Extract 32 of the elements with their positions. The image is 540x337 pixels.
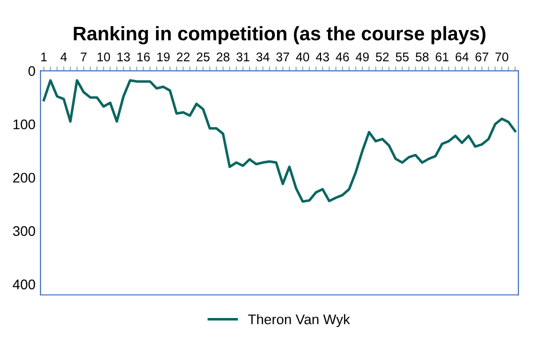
x-tick-label: 55 xyxy=(396,52,409,62)
x-tick-label: 46 xyxy=(336,52,349,62)
x-tick-label: 67 xyxy=(476,52,488,62)
x-tick-label: 34 xyxy=(256,52,270,62)
x-tick-label: 13 xyxy=(117,52,130,62)
x-tick-label: 22 xyxy=(176,52,190,62)
y-tick-label: 100 xyxy=(14,119,36,130)
y-tick-label: 400 xyxy=(12,280,36,290)
y-tick-label: 300 xyxy=(13,226,36,236)
x-tick-label: 40 xyxy=(296,52,310,62)
y-tick-label: 0 xyxy=(28,66,36,76)
x-tick-label: 7 xyxy=(80,52,86,62)
x-tick-label: 37 xyxy=(276,52,290,62)
x-tick-label: 70 xyxy=(495,52,508,62)
x-tick-label: 1 xyxy=(41,52,47,62)
x-tick-label: 58 xyxy=(416,52,429,62)
legend-label: Theron Van Wyk xyxy=(248,314,350,328)
x-tick-label: 43 xyxy=(316,52,329,62)
x-tick-label: 25 xyxy=(196,52,210,62)
y-tick-label: 200 xyxy=(13,172,36,183)
x-tick-label: 61 xyxy=(436,52,448,62)
x-tick-label: 16 xyxy=(137,52,150,62)
x-tick-label: 64 xyxy=(456,52,469,62)
x-tick-label: 49 xyxy=(356,52,369,62)
x-tick-label: 4 xyxy=(60,52,67,62)
x-tick-label: 10 xyxy=(98,52,110,62)
x-tick-label: 19 xyxy=(157,52,170,62)
x-tick-label: 28 xyxy=(216,52,230,62)
x-tick-label: 31 xyxy=(236,52,250,62)
x-tick-label: 52 xyxy=(376,52,389,62)
chart-title: Ranking in competition (as the course plays) xyxy=(74,26,486,44)
line-series xyxy=(42,79,516,203)
